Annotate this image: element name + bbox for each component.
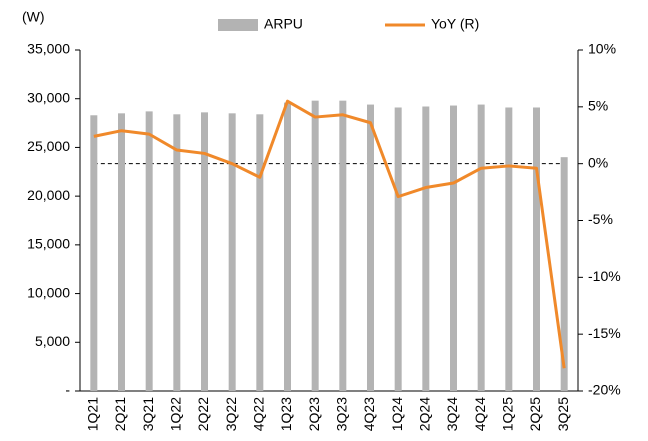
x-tick-label: 2Q23 [306,397,322,431]
y-tick-label: 15,000 [27,236,70,252]
y2-tick-label: -20% [588,382,621,398]
legend-label: ARPU [264,16,303,32]
y-tick-label: 35,000 [27,41,70,57]
bar [118,113,125,391]
bar [256,114,264,391]
x-tick-label: 2Q25 [527,397,543,431]
line [93,99,566,369]
bar [173,114,181,391]
x-tick-label: 1Q22 [168,397,184,431]
x-tick-label: 1Q21 [85,397,101,431]
bar [560,157,568,391]
bar [311,100,319,392]
y2-tick-label: 5% [588,98,608,114]
x-tick-label: 1Q25 [500,397,516,431]
y-tick-label: 10,000 [27,284,70,300]
y2-tick-label: -15% [588,325,621,341]
x-tick-label: 1Q24 [389,397,405,431]
bar [201,112,208,392]
x-tick-label: 4Q22 [251,397,267,431]
x-tick-label: 3Q21 [140,397,156,431]
bar [339,100,347,392]
x-tick-label: 2Q21 [112,397,128,431]
bar [422,106,430,391]
bar [533,107,540,392]
y2-tick-label: -5% [588,211,613,227]
bar [367,104,374,391]
bar [228,113,236,391]
bar [90,115,98,391]
y-tick-label: - [65,382,70,398]
y-tick-label: 30,000 [27,89,70,105]
x-tick-label: 2Q22 [195,397,211,431]
x-tick-label: 4Q24 [472,397,488,431]
x-tick-label: 1Q23 [278,397,294,431]
x-tick-label: 3Q25 [555,397,571,431]
legend-swatch [218,19,258,31]
y2-tick-label: 10% [588,41,616,57]
bar [450,105,457,391]
legend-label: YoY (R) [431,16,479,32]
y-tick-label: 25,000 [27,138,70,154]
y2-tick-label: -10% [588,268,621,284]
bar [505,107,513,392]
y-tick-label: 20,000 [27,187,70,203]
x-tick-label: 3Q23 [334,397,350,431]
y-unit-label: (W) [22,9,45,25]
x-tick-label: 2Q24 [417,397,433,431]
bar [145,111,153,391]
bar [284,102,291,392]
x-tick-label: 3Q24 [444,397,460,431]
x-tick-label: 3Q22 [223,397,239,431]
bar [394,107,402,392]
bar [477,104,485,391]
y-tick-label: 5,000 [35,333,70,349]
y2-tick-label: 0% [588,154,608,170]
x-tick-label: 4Q23 [361,397,377,431]
